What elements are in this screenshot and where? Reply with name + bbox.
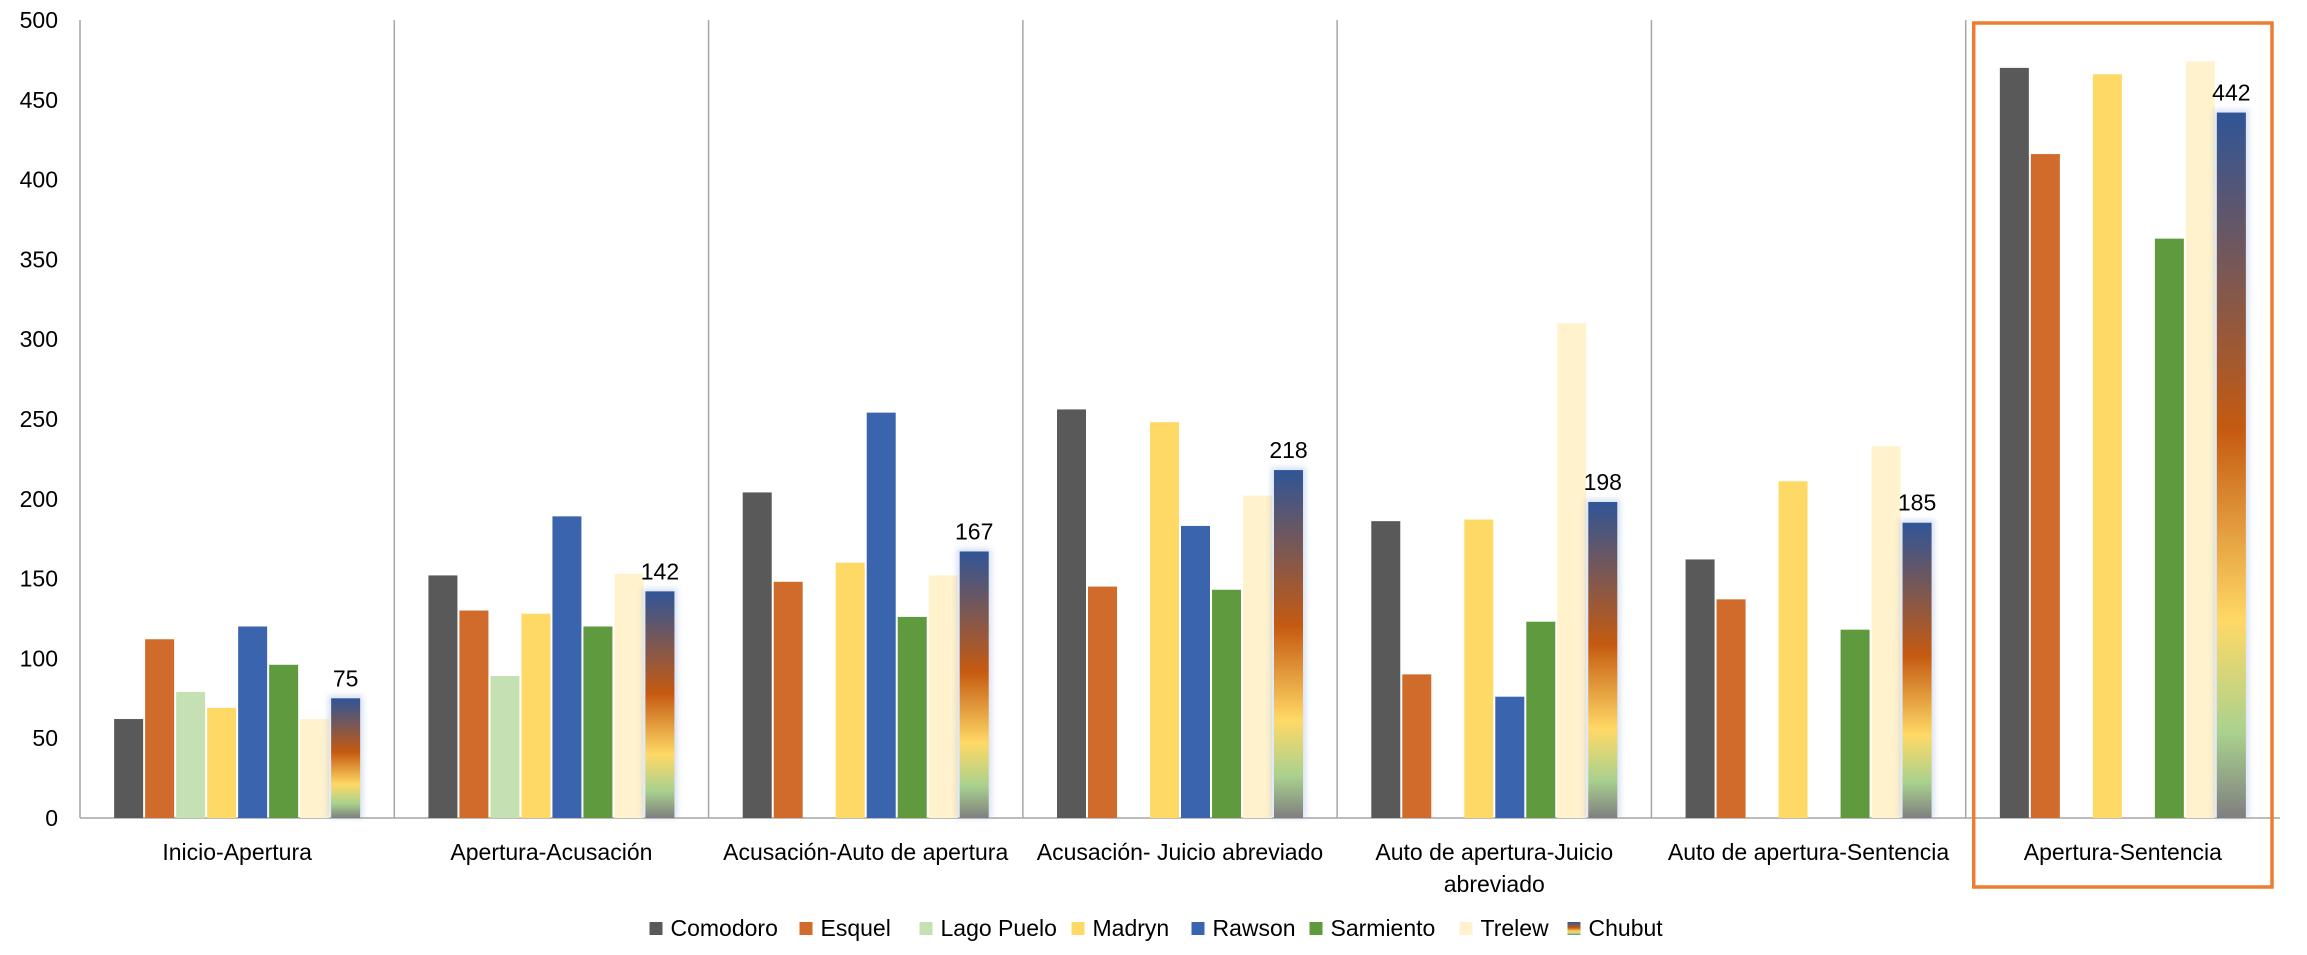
legend-swatch bbox=[1191, 922, 1205, 935]
bar-chubut bbox=[1902, 522, 1932, 818]
bar-chubut bbox=[331, 698, 361, 818]
x-tick-label: Inicio-Apertura bbox=[162, 839, 312, 865]
y-tick-label: 500 bbox=[20, 7, 58, 33]
legend-swatch bbox=[1309, 922, 1323, 935]
bar-sarmiento bbox=[1212, 589, 1241, 818]
data-label: 142 bbox=[641, 558, 679, 584]
y-tick-label: 250 bbox=[20, 406, 58, 432]
bar-comodoro bbox=[428, 575, 458, 818]
y-tick-label: 450 bbox=[20, 87, 58, 113]
bar-rawson bbox=[1495, 696, 1525, 818]
x-tick-label: Auto de apertura-Sentencia bbox=[1668, 839, 1950, 865]
y-tick-label: 150 bbox=[20, 566, 58, 592]
legend: Comodoro Esquel Lago Puelo Madryn Rawson Sarm… bbox=[649, 915, 1664, 941]
bar-chubut bbox=[1588, 501, 1618, 818]
legend-label: Madryn bbox=[1093, 915, 1170, 941]
y-tick-label: 200 bbox=[20, 486, 58, 512]
bar-madryn bbox=[1778, 481, 1808, 818]
bar-rawson bbox=[552, 516, 582, 818]
x-tick-label: Auto de apertura-Juicio bbox=[1375, 839, 1613, 865]
bar-lago-puelo bbox=[490, 675, 520, 818]
bar-madryn bbox=[207, 707, 237, 818]
x-tick-label: Acusación- Juicio abreviado bbox=[1037, 839, 1323, 865]
bar-rawson bbox=[866, 412, 896, 818]
bar-esquel bbox=[1088, 586, 1117, 818]
bar-chubut bbox=[1274, 470, 1303, 818]
bar-comodoro bbox=[1999, 67, 2029, 818]
bars bbox=[114, 61, 2249, 819]
x-tick-label: Apertura-Sentencia bbox=[2024, 839, 2222, 865]
bar-madryn bbox=[1150, 422, 1179, 818]
legend-swatch bbox=[799, 922, 813, 935]
legend-swatch bbox=[919, 922, 933, 935]
data-label: 198 bbox=[1584, 469, 1622, 495]
legend-swatch-chubut bbox=[1567, 922, 1581, 935]
bar-sarmiento bbox=[269, 664, 299, 818]
data-label: 185 bbox=[1898, 490, 1936, 516]
legend-label: Lago Puelo bbox=[941, 915, 1057, 941]
legend-label: Comodoro bbox=[671, 915, 778, 941]
bar-trelew bbox=[2185, 61, 2215, 819]
bar-esquel bbox=[773, 581, 803, 818]
x-tick-label: Apertura-Acusación bbox=[450, 839, 652, 865]
legend-label: Chubut bbox=[1589, 915, 1664, 941]
legend-swatch bbox=[1459, 922, 1473, 935]
bar-trelew bbox=[1557, 323, 1587, 818]
bar-sarmiento bbox=[897, 616, 927, 818]
bar-sarmiento bbox=[2154, 238, 2184, 819]
legend-swatch bbox=[1071, 922, 1085, 935]
labels: 0 50 100 150 200 250 300 350 400 450 500 75 Inicio-A… bbox=[20, 7, 2251, 897]
data-label: 75 bbox=[333, 665, 359, 691]
bar-comodoro bbox=[1371, 521, 1401, 818]
x-tick-label: Acusación-Auto de apertura bbox=[723, 839, 1008, 865]
legend-label: Rawson bbox=[1213, 915, 1296, 941]
data-label: 218 bbox=[1269, 437, 1307, 463]
bar-trelew bbox=[614, 573, 644, 818]
x-tick-label: abreviado bbox=[1444, 871, 1545, 897]
bar-madryn bbox=[521, 613, 551, 818]
bar-sarmiento bbox=[1526, 621, 1556, 818]
bar-rawson bbox=[238, 626, 268, 818]
bar-esquel bbox=[1716, 599, 1746, 818]
y-tick-label: 400 bbox=[20, 167, 58, 193]
y-tick-label: 300 bbox=[20, 326, 58, 352]
bar-lago-puelo bbox=[176, 691, 206, 818]
bar-trelew bbox=[1243, 495, 1272, 818]
bar-trelew bbox=[928, 575, 958, 818]
bar-esquel bbox=[459, 610, 489, 818]
bar-chubut bbox=[959, 551, 989, 818]
bar-comodoro bbox=[114, 719, 144, 818]
bar-comodoro bbox=[1685, 559, 1715, 818]
grid-lines bbox=[79, 20, 2280, 889]
bar-madryn bbox=[2092, 74, 2122, 819]
bar-esquel bbox=[2030, 154, 2060, 819]
bar-esquel bbox=[145, 639, 175, 818]
legend-label: Esquel bbox=[821, 915, 891, 941]
legend-swatch bbox=[649, 922, 663, 935]
y-tick-label: 50 bbox=[32, 725, 58, 751]
y-tick-label: 100 bbox=[20, 645, 58, 671]
y-tick-label: 0 bbox=[45, 805, 58, 831]
bar-madryn bbox=[835, 562, 865, 818]
bar-comodoro bbox=[742, 492, 772, 818]
data-label: 442 bbox=[2212, 80, 2250, 106]
bar-esquel bbox=[1402, 674, 1432, 818]
legend-label: Trelew bbox=[1481, 915, 1550, 941]
bar-chubut bbox=[645, 591, 675, 818]
bar-trelew bbox=[300, 719, 330, 818]
highlight-box bbox=[1971, 21, 2274, 889]
bar-madryn bbox=[1464, 519, 1494, 818]
bar-rawson bbox=[1181, 525, 1210, 818]
bar-sarmiento bbox=[583, 626, 613, 818]
y-tick-label: 350 bbox=[20, 246, 58, 272]
legend-label: Sarmiento bbox=[1331, 915, 1436, 941]
data-label: 167 bbox=[955, 518, 993, 544]
bar-comodoro bbox=[1057, 409, 1086, 818]
bar-trelew bbox=[1871, 446, 1901, 818]
bar-chubut bbox=[2216, 112, 2246, 819]
bar-sarmiento bbox=[1840, 629, 1870, 818]
